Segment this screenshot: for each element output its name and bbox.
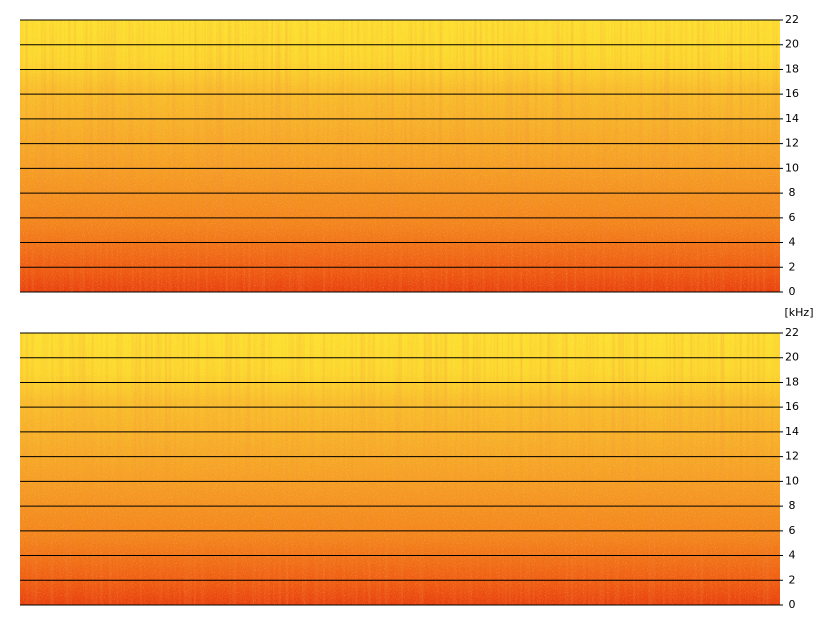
y-tick-label: 16 (785, 400, 799, 413)
y-tick-label: 6 (789, 524, 796, 537)
y-tick-label: 2 (789, 573, 796, 586)
y-tick-label: 4 (789, 236, 796, 249)
y-tick-label: 20 (785, 38, 799, 51)
y-tick-label: 18 (785, 375, 799, 388)
y-tick-label: 22 (785, 13, 799, 26)
panel-2-image (20, 333, 780, 605)
y-tick-label: 10 (785, 161, 799, 174)
y-tick-label: 4 (789, 549, 796, 562)
y-tick-label: 8 (789, 186, 796, 199)
panel-1-image (20, 20, 780, 292)
y-tick-label: 8 (789, 499, 796, 512)
y-tick-label: 0 (789, 598, 796, 611)
y-tick-label: 2 (789, 260, 796, 273)
y-tick-label: 18 (785, 62, 799, 75)
y-tick-label: 14 (785, 112, 799, 125)
y-tick-label: 16 (785, 87, 799, 100)
y-tick-label: 22 (785, 326, 799, 339)
y-tick-label: 0 (789, 285, 796, 298)
y-tick-label: 14 (785, 425, 799, 438)
y-tick-label: 12 (785, 137, 799, 150)
y-tick-label: 6 (789, 211, 796, 224)
axis-unit: [kHz] (785, 306, 814, 319)
y-tick-label: 12 (785, 450, 799, 463)
y-tick-label: 20 (785, 351, 799, 364)
y-tick-label: 10 (785, 474, 799, 487)
